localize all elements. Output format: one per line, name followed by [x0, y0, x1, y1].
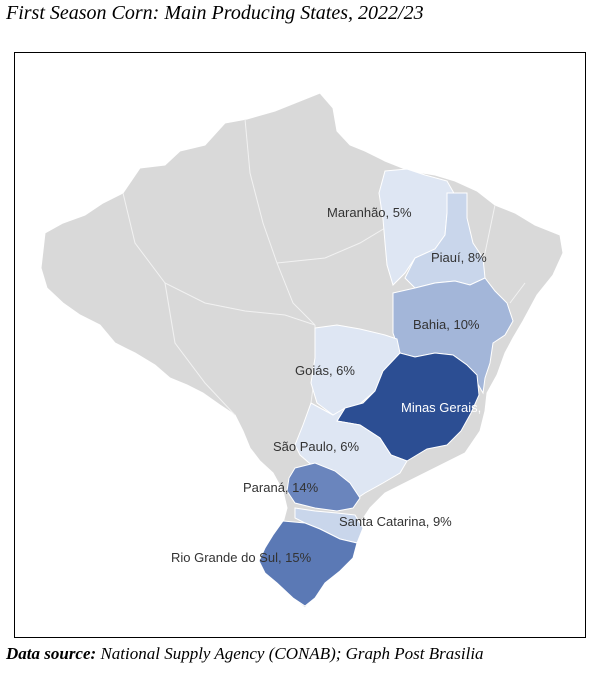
source-label: Data source: [6, 644, 97, 663]
label-parana: Paraná, 14% [243, 480, 319, 495]
label-sao-paulo: São Paulo, 6% [273, 439, 359, 454]
map-frame: Maranhão, 5% Piauí, 8% Bahia, 10% Goiás,… [14, 52, 586, 638]
label-maranhao: Maranhão, 5% [327, 205, 412, 220]
data-source-footer: Data source: National Supply Agency (CON… [6, 644, 484, 664]
brazil-map: Maranhão, 5% Piauí, 8% Bahia, 10% Goiás,… [40, 92, 564, 609]
source-text: National Supply Agency (CONAB); Graph Po… [100, 644, 484, 663]
label-santa-catarina: Santa Catarina, 9% [339, 514, 452, 529]
state-parana[interactable] [286, 462, 361, 512]
label-minas-gerais: Minas Gerais, 19% [401, 400, 511, 415]
chart-title: First Season Corn: Main Producing States… [6, 2, 424, 24]
label-goias: Goiás, 6% [295, 363, 355, 378]
state-rio-grande-do-sul[interactable] [258, 520, 358, 607]
label-rio-grande-do-sul: Rio Grande do Sul, 15% [171, 550, 312, 565]
label-piaui: Piauí, 8% [431, 250, 487, 265]
label-bahia: Bahia, 10% [413, 317, 480, 332]
